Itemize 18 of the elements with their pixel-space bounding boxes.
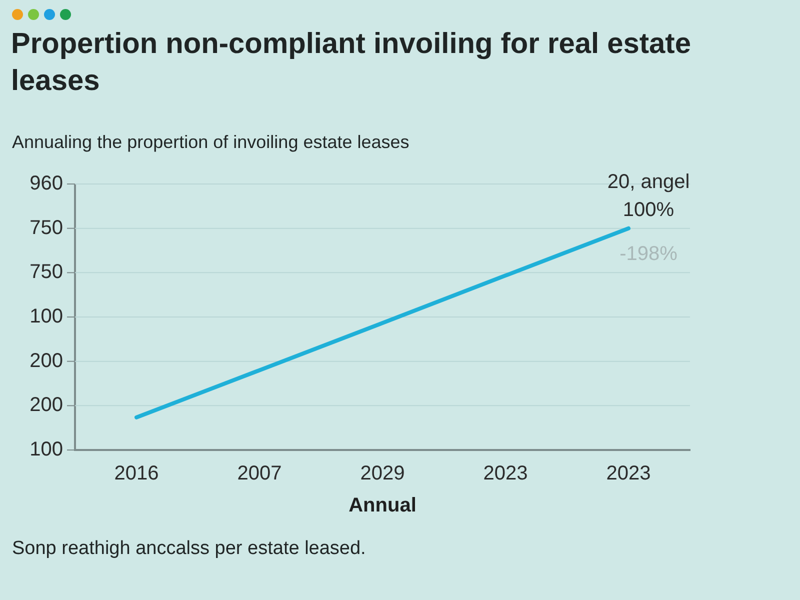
text: 200 xyxy=(30,350,63,372)
x-axis-title: Annual xyxy=(348,494,416,517)
chart-subtitle: Annualing the propertion of invoiling estate leases xyxy=(12,132,410,153)
text: 100 xyxy=(30,438,63,461)
x-tick-label: 2007 xyxy=(237,462,282,485)
text: 750 xyxy=(30,261,63,284)
text: Sonp reathigh anccalss per estate leased. xyxy=(12,538,366,560)
text: 200 xyxy=(30,394,63,416)
x-tick-label: 2029 xyxy=(360,462,405,485)
x-tick-label: 2023 xyxy=(483,462,528,485)
x-tick-label: 2023 xyxy=(606,462,651,485)
text: 100% xyxy=(622,198,674,221)
text: 960 xyxy=(30,172,63,195)
text: 20, angel xyxy=(607,170,690,193)
text: 100 xyxy=(30,306,63,328)
chart-title: Propertion non-compliant invoiling for real estate leases xyxy=(11,27,692,99)
text: 750 xyxy=(30,216,63,239)
x-tick-label: 2016 xyxy=(114,462,159,485)
